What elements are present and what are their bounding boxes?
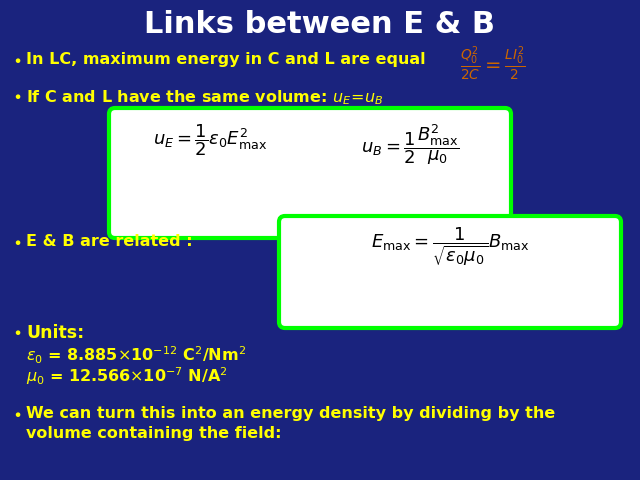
Text: volume containing the field:: volume containing the field: (26, 426, 282, 441)
FancyBboxPatch shape (279, 216, 621, 328)
Text: Units:: Units: (26, 324, 84, 342)
Text: $\frac{Q_0^2}{2C} = \frac{LI_0^2}{2}$: $\frac{Q_0^2}{2C} = \frac{LI_0^2}{2}$ (460, 45, 525, 83)
Text: $\bullet$: $\bullet$ (12, 406, 21, 421)
Text: Links between E & B: Links between E & B (145, 10, 495, 39)
Text: $\bullet$: $\bullet$ (12, 52, 21, 67)
FancyBboxPatch shape (109, 108, 511, 238)
Text: $u_B = \dfrac{1}{2}\dfrac{B_{\mathrm{max}}^2}{\mu_0}$: $u_B = \dfrac{1}{2}\dfrac{B_{\mathrm{max… (361, 122, 460, 167)
Text: We can turn this into an energy density by dividing by the: We can turn this into an energy density … (26, 406, 556, 421)
Text: E & B are related :: E & B are related : (26, 234, 193, 249)
Text: In LC, maximum energy in C and L are equal: In LC, maximum energy in C and L are equ… (26, 52, 426, 67)
Text: $\bullet$: $\bullet$ (12, 88, 21, 103)
Text: $\bullet$: $\bullet$ (12, 234, 21, 249)
Text: $u_E = \dfrac{1}{2}\varepsilon_0 E_{\mathrm{max}}^2$: $u_E = \dfrac{1}{2}\varepsilon_0 E_{\mat… (153, 122, 267, 157)
Text: $\bullet$: $\bullet$ (12, 324, 21, 339)
Text: $\mu_0$ = 12.566$\times$10$^{-7}$ N/A$^2$: $\mu_0$ = 12.566$\times$10$^{-7}$ N/A$^2… (26, 365, 228, 387)
Text: $E_{\mathrm{max}} = \dfrac{1}{\sqrt{\varepsilon_0\mu_0}} B_{\mathrm{max}}$: $E_{\mathrm{max}} = \dfrac{1}{\sqrt{\var… (371, 225, 529, 268)
Text: If C and L have the same volume: $u_E\!=\!u_B$: If C and L have the same volume: $u_E\!=… (26, 88, 384, 107)
Text: $\varepsilon_0$ = 8.885$\times$10$^{-12}$ C$^2$/Nm$^2$: $\varepsilon_0$ = 8.885$\times$10$^{-12}… (26, 345, 246, 366)
